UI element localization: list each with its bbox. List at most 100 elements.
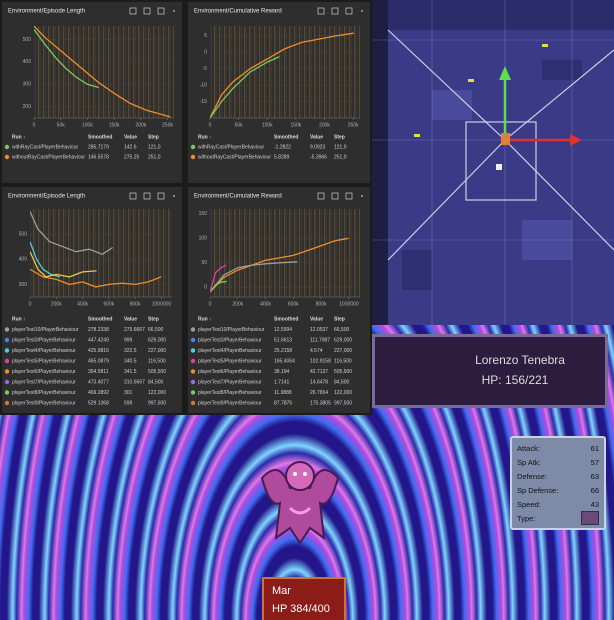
run-dot — [4, 400, 10, 406]
table-cell: playerTest3/PlayerBehaviour — [12, 337, 76, 343]
run-dot — [4, 348, 10, 353]
x-tick-label: 0 — [209, 301, 212, 307]
table-cell: playerTest9/PlayerBehaviour — [12, 400, 76, 406]
table-cell: 275.25 — [124, 154, 140, 160]
x-tick-label: 150k — [290, 122, 301, 128]
table-cell: playerTest7/PlayerBehaviour — [198, 379, 262, 385]
series-line — [210, 237, 349, 293]
table-header: Run ↑ — [198, 134, 212, 140]
stat-row: Defense: 63 — [517, 469, 599, 483]
table-cell: 26.7654 — [310, 390, 328, 396]
player-name: Mar — [272, 585, 291, 597]
y-tick-label: 5 — [204, 33, 207, 39]
table-cell: 341.5 — [124, 369, 137, 375]
y-tick-label: 400 — [19, 257, 28, 263]
table-cell: 279.6667 — [124, 327, 145, 333]
table-cell: playerTest6/PlayerBehaviour — [198, 369, 262, 375]
table-cell: playerTest3/PlayerBehaviour — [198, 337, 262, 343]
table-cell: 122,000 — [148, 390, 166, 396]
stat-row: Speed: 43 — [517, 497, 599, 511]
table-header: Value — [124, 134, 137, 140]
table-cell: playerTest5/PlayerBehaviour — [198, 358, 262, 364]
panel-svg: Environment/Episode Length 200 300 400 500 0 5… — [4, 7, 175, 160]
player-hp: HP 384/400 — [272, 603, 330, 615]
x-tick-label: 200k — [51, 301, 62, 307]
table-cell: 116,500 — [334, 358, 352, 364]
panel-svg: Environment/Cumulative Reward-15-10-5050… — [190, 7, 363, 160]
y-tick-label: 500 — [19, 231, 28, 237]
table-cell: 354.5811 — [88, 369, 109, 375]
table-cell: 87.7875 — [274, 400, 292, 406]
enemy-name: Lorenzo Tenebra — [475, 353, 565, 367]
table-cell: 251,0 — [334, 154, 347, 160]
x-tick-label: 100k — [82, 122, 93, 128]
table-cell: 116,500 — [148, 358, 166, 364]
run-dot — [4, 154, 10, 160]
table-header: Smoothed — [274, 134, 298, 140]
menu-icon — [173, 10, 175, 12]
stat-row: Sp Defense: 66 — [517, 483, 599, 497]
run-dot — [190, 144, 196, 150]
toolbar-icon — [317, 7, 325, 15]
series-line — [30, 268, 162, 288]
stat-value — [581, 511, 599, 525]
run-dot — [190, 358, 196, 364]
table-cell: 4.574 — [310, 348, 323, 354]
series-line — [34, 29, 99, 89]
stat-label: Defense: — [517, 471, 548, 481]
stats-box: Attack: 61 Sp Atk: 57 Defense: 63 Sp Defense: 6… — [510, 436, 606, 530]
table-cell: 340.5 — [124, 358, 137, 364]
menu-icon — [361, 10, 363, 12]
panel-title: Environment/Cumulative Reward — [194, 9, 282, 15]
x-tick-label: 600k — [103, 301, 114, 307]
table-cell: 447.4249 — [88, 337, 109, 343]
x-tick-label: 50k — [57, 122, 66, 128]
table-cell: withRayCast/PlayerBehaviour — [12, 144, 78, 150]
menu-icon — [173, 195, 175, 197]
table-cell: 278.2338 — [88, 327, 109, 333]
table-cell: 165.4064 — [274, 358, 295, 364]
y-tick-label: 0 — [204, 50, 207, 56]
table-cell: 14.6478 — [310, 379, 328, 385]
table-cell: 102.9158 — [310, 358, 331, 364]
y-tick-label: 300 — [19, 282, 28, 288]
toolbar-icon — [345, 7, 353, 15]
table-cell: 599 — [124, 400, 133, 406]
y-tick-label: -15 — [200, 99, 207, 105]
table-cell: 997,500 — [148, 400, 166, 406]
table-cell: withoutRayCast/PlayerBehaviour — [198, 154, 271, 160]
stat-label: Speed: — [517, 499, 541, 509]
table-cell: 146.5578 — [88, 154, 109, 160]
stat-label: Attack: — [517, 443, 540, 453]
table-cell: playerTest6/PlayerBehaviour — [12, 369, 76, 375]
stat-row: Type: — [517, 511, 599, 525]
table-cell: 227,000 — [334, 348, 352, 354]
run-dot — [4, 358, 10, 364]
x-tick-label: 1000000 — [339, 301, 359, 307]
table-cell: 38.194 — [274, 369, 290, 375]
table-cell: playerTest10/PlayerBehaviour — [198, 327, 265, 333]
run-dot — [4, 379, 10, 385]
x-tick-label: 200k — [135, 122, 146, 128]
toolbar-icon — [129, 7, 137, 15]
table-cell: 469.2892 — [88, 390, 109, 396]
table-cell: 301 — [124, 390, 133, 396]
y-tick-label: -5 — [203, 66, 208, 72]
table-cell: 12.5994 — [274, 327, 292, 333]
table-cell: withoutRayCast/PlayerBehaviour — [12, 154, 85, 160]
series-line — [210, 32, 354, 118]
panel: Environment/Cumulative Reward -15 -10 -5 0 5 0… — [188, 2, 370, 183]
table-cell: 251,0 — [148, 154, 161, 160]
table-cell: playerTest8/PlayerBehaviour — [12, 390, 76, 396]
x-tick-label: 0 — [33, 122, 36, 128]
table-header: Step — [334, 134, 345, 140]
run-dot — [190, 348, 196, 353]
x-tick-label: 800k — [316, 301, 327, 307]
table-cell: 310.6667 — [124, 379, 145, 385]
table-header: Step — [148, 316, 159, 322]
table-cell: 322.5 — [124, 348, 137, 354]
table-header: Smoothed — [88, 134, 112, 140]
x-tick-label: 150k — [109, 122, 120, 128]
game-map — [372, 0, 614, 325]
